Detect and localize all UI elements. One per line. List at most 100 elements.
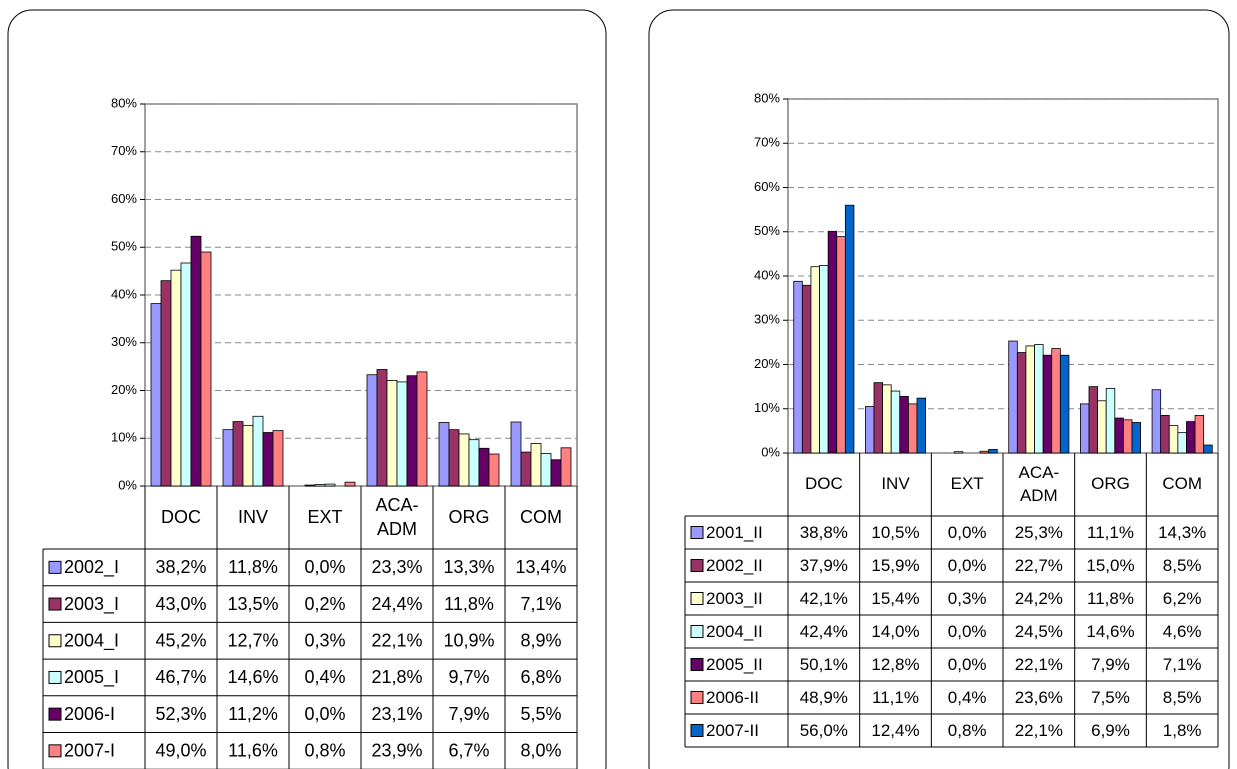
y-tick-label: 70% bbox=[111, 143, 137, 158]
table-value: 0,0% bbox=[304, 557, 345, 577]
bar bbox=[988, 449, 998, 454]
legend-swatch bbox=[48, 707, 62, 721]
table-value: 4,6% bbox=[1163, 622, 1202, 641]
table-value: 0,0% bbox=[948, 523, 987, 542]
legend-swatch bbox=[48, 744, 62, 758]
table-value: 9,7% bbox=[448, 667, 489, 687]
bar bbox=[1034, 344, 1044, 454]
table-value: 14,6% bbox=[227, 667, 278, 687]
bar bbox=[1080, 403, 1090, 454]
table-value: 6,7% bbox=[448, 741, 489, 761]
legend-swatch bbox=[690, 526, 704, 539]
table-value: 7,9% bbox=[448, 704, 489, 724]
table-value: 6,8% bbox=[520, 667, 561, 687]
bar bbox=[1051, 348, 1061, 454]
table-value: 21,8% bbox=[371, 667, 422, 687]
table-value: 0,3% bbox=[304, 631, 345, 651]
x-tick-label: DOC bbox=[804, 474, 843, 494]
x-tick-label: ACA-ADM bbox=[1018, 463, 1060, 505]
table-value: 11,6% bbox=[228, 741, 278, 761]
y-tick-label: 30% bbox=[754, 312, 780, 327]
bar bbox=[836, 236, 846, 454]
table-value: 10,5% bbox=[871, 523, 919, 542]
bar bbox=[150, 303, 162, 487]
legend-swatch bbox=[690, 691, 704, 704]
bar bbox=[1059, 354, 1070, 454]
bar bbox=[844, 204, 855, 454]
bar bbox=[1160, 414, 1170, 454]
category-header: ORG bbox=[448, 506, 490, 527]
bar bbox=[468, 439, 480, 487]
y-tick-label: 50% bbox=[754, 223, 780, 238]
table-value: 13,4% bbox=[515, 557, 566, 577]
category-header: EXT bbox=[950, 474, 984, 494]
table-value: 14,3% bbox=[1158, 523, 1206, 542]
category-header: EXT bbox=[307, 506, 343, 527]
bar bbox=[488, 453, 500, 487]
table-value: 15,9% bbox=[871, 556, 919, 575]
table-value: 22,1% bbox=[1015, 721, 1063, 740]
table-value: 11,1% bbox=[1087, 523, 1134, 542]
legend-label: 2007-I bbox=[64, 741, 115, 761]
table-value: 7,1% bbox=[1163, 655, 1202, 674]
y-tick-label: 80% bbox=[754, 90, 780, 105]
bar bbox=[865, 406, 875, 454]
x-tick-label: EXT bbox=[950, 474, 984, 494]
bar bbox=[252, 415, 264, 487]
bar bbox=[899, 395, 909, 454]
y-tick-label: 70% bbox=[754, 135, 780, 150]
table-value: 46,7% bbox=[155, 667, 206, 687]
x-tick-label: INV bbox=[881, 474, 910, 494]
x-tick-label: ORG bbox=[1091, 474, 1130, 494]
bar bbox=[882, 384, 892, 454]
y-tick-label: 30% bbox=[111, 334, 137, 349]
table-value: 8,5% bbox=[1163, 688, 1202, 707]
table-value: 38,8% bbox=[800, 523, 848, 542]
y-tick-label: 10% bbox=[111, 430, 137, 445]
legend-label: 2006-I bbox=[64, 704, 115, 724]
x-tick-label: INV bbox=[237, 506, 268, 527]
table-value: 13,5% bbox=[227, 594, 278, 614]
table-value: 23,1% bbox=[371, 704, 422, 724]
table-value: 22,1% bbox=[1015, 655, 1063, 674]
legend-label: 2004_II bbox=[706, 622, 763, 641]
table-value: 8,0% bbox=[520, 741, 561, 761]
table-value: 11,8% bbox=[228, 557, 278, 577]
category-header: COM bbox=[1162, 474, 1202, 493]
table-value: 42,1% bbox=[800, 589, 848, 608]
bar bbox=[448, 429, 460, 487]
bar bbox=[222, 429, 234, 487]
category-header: ACA-ADM bbox=[375, 495, 418, 538]
bar bbox=[1105, 387, 1116, 454]
table-value: 6,9% bbox=[1091, 721, 1130, 740]
bar bbox=[873, 382, 884, 454]
y-tick-label: 20% bbox=[111, 382, 137, 397]
table-value: 48,9% bbox=[800, 688, 848, 707]
x-tick-label: ORG bbox=[448, 506, 490, 527]
table-value: 1,8% bbox=[1163, 721, 1202, 740]
table-value: 6,2% bbox=[1163, 589, 1202, 608]
bar bbox=[170, 269, 182, 487]
bar bbox=[180, 262, 192, 487]
table-value: 15,0% bbox=[1086, 556, 1134, 575]
legend-label: 2005_II bbox=[706, 655, 763, 674]
bar bbox=[810, 266, 820, 454]
bar bbox=[376, 369, 388, 487]
legend-label: 2001_II bbox=[706, 523, 763, 542]
x-tick-label: COM bbox=[520, 506, 562, 527]
bar bbox=[438, 422, 450, 487]
table-value: 14,6% bbox=[1086, 622, 1134, 641]
table-value: 0,2% bbox=[304, 594, 345, 614]
bar bbox=[1131, 422, 1142, 454]
x-tick-label: EXT bbox=[307, 506, 343, 527]
bar bbox=[1186, 421, 1196, 454]
bar bbox=[1114, 417, 1124, 454]
table-value: 49,0% bbox=[155, 741, 206, 761]
table-value: 37,9% bbox=[800, 556, 848, 575]
category-header: DOC bbox=[161, 507, 201, 527]
category-header: COM bbox=[520, 506, 562, 527]
bar bbox=[510, 421, 522, 487]
bar bbox=[262, 432, 274, 487]
y-tick-label: 10% bbox=[754, 400, 780, 415]
